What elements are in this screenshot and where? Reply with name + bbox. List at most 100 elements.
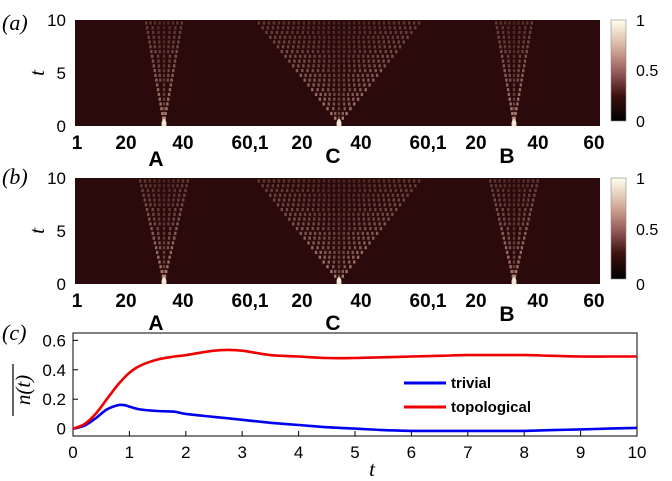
heatmap-cell [512, 241, 516, 245]
heatmap-cell [297, 203, 300, 207]
heatmap-cell [508, 222, 511, 226]
heatmap-cell [153, 40, 156, 44]
heatmap-cell [512, 265, 516, 269]
heatmap-cell [162, 78, 166, 82]
heatmap-cell [167, 184, 170, 188]
heatmap-cell [332, 179, 336, 183]
heatmap-cell [372, 35, 375, 39]
heatmap-cell [323, 35, 326, 39]
heatmap-cell [173, 193, 176, 197]
heatmap-cell [168, 208, 171, 212]
heatmap-cell [303, 35, 306, 39]
heatmap-cell [323, 73, 326, 77]
heatmap-cell [512, 35, 516, 39]
heatmap-cell [323, 231, 326, 235]
heatmap-cell [512, 83, 516, 87]
heatmap-cell [337, 198, 341, 202]
heatmap-cell [353, 241, 356, 245]
heatmap-cell [372, 21, 376, 25]
heatmap-cell [327, 184, 330, 188]
heatmap-cell [379, 50, 382, 54]
heatmap-cell [358, 222, 361, 226]
heatmap-cell [162, 26, 166, 30]
panel-c-yticks: 0 0.2 0.4 0.6 [42, 331, 78, 439]
heatmap-cell [342, 40, 346, 44]
heatmap-cell [371, 54, 375, 58]
heatmap-cell [374, 30, 377, 35]
heatmap-cell [393, 203, 397, 207]
heatmap-cell [281, 184, 285, 188]
heatmap-cell [363, 50, 367, 54]
heatmap-cell [319, 250, 322, 254]
heatmap-cell [512, 269, 516, 274]
heatmap-cell [396, 35, 399, 39]
heatmap-cell [369, 50, 372, 54]
heatmap-cell [392, 198, 395, 202]
heatmap-cell [313, 78, 316, 82]
heatmap-cell [322, 260, 325, 264]
heatmap-cell [405, 188, 408, 193]
heatmap-cell [304, 73, 307, 77]
panel-a-xtick: 1 [72, 133, 83, 154]
heatmap-cell [156, 227, 159, 231]
heatmap-cell [297, 26, 300, 30]
heatmap-cell [178, 30, 182, 35]
heatmap-cell [512, 21, 516, 25]
heatmap-cell [347, 231, 350, 235]
heatmap-cell [506, 88, 510, 92]
panel-b-xtick: 40 [350, 291, 371, 312]
heatmap-cell [156, 54, 160, 58]
heatmap-cell [343, 265, 346, 269]
heatmap-cell [332, 193, 336, 197]
heatmap-cell [499, 184, 502, 188]
heatmap-cell [358, 188, 361, 193]
heatmap-cell [149, 21, 152, 25]
heatmap-cell [510, 269, 513, 274]
heatmap-cell [352, 236, 355, 240]
heatmap-cell [492, 193, 495, 197]
heatmap-cell [392, 179, 396, 183]
panel-a-colorbar-tick: 0 [636, 114, 645, 131]
heatmap-cell [306, 208, 309, 212]
heatmap-cell [507, 212, 510, 216]
heatmap-cell [346, 92, 350, 96]
heatmap-cell [168, 59, 171, 63]
panel-b-colorbar-bar [610, 177, 627, 280]
heatmap-cell [312, 83, 315, 87]
heatmap-cell [401, 193, 404, 197]
heatmap-cell [351, 250, 354, 254]
heatmap-cell [534, 188, 537, 193]
heatmap-cell [503, 184, 507, 188]
heatmap-cell [352, 198, 356, 202]
heatmap-cell [312, 222, 315, 226]
heatmap-cell [512, 250, 516, 254]
heatmap-cell [179, 208, 183, 212]
heatmap-cell [332, 35, 336, 39]
panel-b-segment-labels: A C B [148, 303, 514, 335]
heatmap-cell [519, 250, 522, 254]
heatmap-cell [327, 227, 330, 231]
heatmap-cell [303, 54, 307, 58]
heatmap-cell [517, 35, 521, 39]
heatmap-cell [512, 26, 516, 30]
heatmap-cell [512, 188, 516, 193]
heatmap-cell [269, 193, 272, 197]
heatmap-cell [368, 83, 371, 87]
heatmap-cell [342, 184, 346, 188]
heatmap-cell [376, 54, 379, 58]
heatmap-cell [332, 198, 336, 202]
heatmap-cell [171, 45, 175, 49]
heatmap-cell [398, 184, 402, 188]
heatmap-cell [368, 241, 371, 245]
heatmap-cell [265, 30, 268, 35]
panel-c-ytick-label: 0.2 [42, 390, 66, 409]
heatmap-cell [322, 241, 325, 245]
heatmap-cell [504, 50, 507, 54]
heatmap-cell [324, 92, 327, 96]
heatmap-cell [337, 107, 341, 111]
heatmap-cell [509, 265, 512, 269]
heatmap-cell [161, 111, 164, 116]
heatmap-cell [328, 250, 331, 254]
heatmap-cell [167, 21, 170, 25]
heatmap-cell [367, 59, 370, 63]
